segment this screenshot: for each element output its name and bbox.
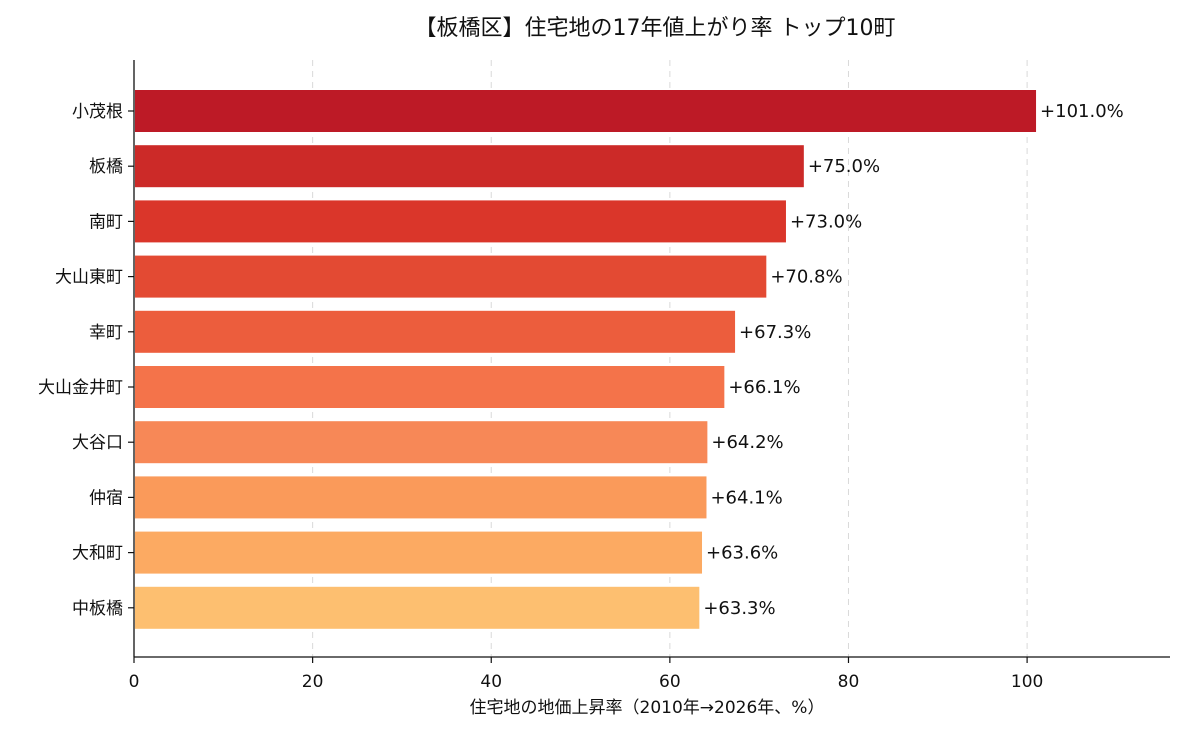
category-label: 大山東町 <box>55 268 123 288</box>
bar-value-label: +64.1% <box>710 487 782 508</box>
x-tick-label: 100 <box>1011 672 1043 692</box>
bar <box>135 200 786 243</box>
category-label: 大和町 <box>72 544 123 564</box>
category-label: 南町 <box>89 212 123 232</box>
category-label: 幸町 <box>89 323 123 343</box>
bar <box>135 476 707 519</box>
bar <box>135 421 708 464</box>
bar-value-label: +73.0% <box>790 211 862 232</box>
bar <box>135 145 804 188</box>
bar <box>135 531 703 574</box>
bar-value-label: +64.2% <box>711 432 783 453</box>
category-label: 中板橋 <box>72 599 123 619</box>
bar-value-label: +63.3% <box>703 598 775 619</box>
x-tick-label: 40 <box>480 672 502 692</box>
category-label: 大山金井町 <box>38 378 123 398</box>
x-axis-title: 住宅地の地価上昇率（2010年→2026年、%） <box>470 698 825 718</box>
category-label: 大谷口 <box>72 433 123 453</box>
bar <box>135 90 1037 132</box>
bar <box>135 255 767 298</box>
category-label: 仲宿 <box>89 488 123 508</box>
bar-value-label: +63.6% <box>706 543 778 564</box>
data-labels: +101.0% +75.0% +73.0% +70.8% +67.3% +66.1% +64… <box>703 101 1123 619</box>
bar <box>135 586 700 629</box>
x-axis-ticks: 0 20 40 60 80 100 <box>129 657 1043 692</box>
category-label: 板橋 <box>89 157 123 177</box>
chart-title: 【板橋区】住宅地の17年値上がり率 トップ10町 <box>415 16 896 41</box>
bar-value-label: +70.8% <box>770 267 842 288</box>
bar <box>135 366 725 408</box>
category-label: 小茂根 <box>72 102 123 122</box>
x-tick-label: 60 <box>659 672 681 692</box>
bars <box>135 90 1037 629</box>
bar-value-label: +66.1% <box>728 377 800 398</box>
x-tick-label: 0 <box>129 672 140 692</box>
bar-value-label: +75.0% <box>808 156 880 177</box>
x-tick-label: 80 <box>838 672 860 692</box>
bar-value-label: +67.3% <box>739 322 811 343</box>
bar <box>135 310 736 353</box>
x-tick-label: 20 <box>302 672 324 692</box>
bar-value-label: +101.0% <box>1040 101 1124 122</box>
